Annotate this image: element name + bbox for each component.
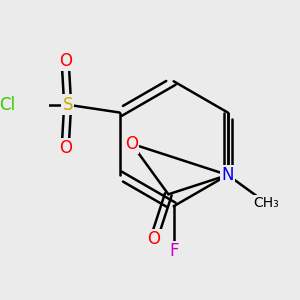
Text: O: O — [125, 135, 138, 153]
Text: O: O — [59, 52, 72, 70]
Text: O: O — [59, 140, 72, 158]
Text: CH₃: CH₃ — [253, 196, 279, 210]
Text: Cl: Cl — [0, 96, 15, 114]
Text: N: N — [221, 166, 234, 184]
Text: O: O — [147, 230, 160, 248]
Text: S: S — [62, 96, 73, 114]
Text: F: F — [169, 242, 178, 260]
